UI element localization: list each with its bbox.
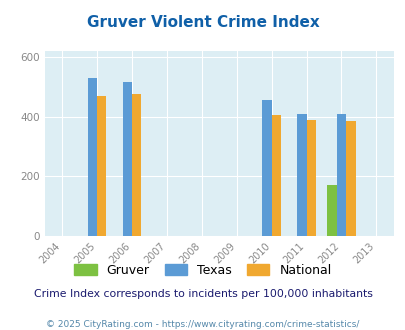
Bar xyxy=(296,114,306,236)
Bar xyxy=(336,114,345,236)
Bar xyxy=(271,115,280,236)
Bar xyxy=(122,82,132,236)
Text: Crime Index corresponds to incidents per 100,000 inhabitants: Crime Index corresponds to incidents per… xyxy=(34,289,371,299)
Bar xyxy=(132,94,141,236)
Bar xyxy=(345,121,355,236)
Text: Gruver Violent Crime Index: Gruver Violent Crime Index xyxy=(86,15,319,30)
Bar xyxy=(262,100,271,236)
Text: © 2025 CityRating.com - https://www.cityrating.com/crime-statistics/: © 2025 CityRating.com - https://www.city… xyxy=(46,320,359,329)
Bar xyxy=(87,78,97,236)
Bar xyxy=(97,96,106,236)
Bar xyxy=(306,120,315,236)
Legend: Gruver, Texas, National: Gruver, Texas, National xyxy=(69,259,336,282)
Bar xyxy=(326,185,336,236)
